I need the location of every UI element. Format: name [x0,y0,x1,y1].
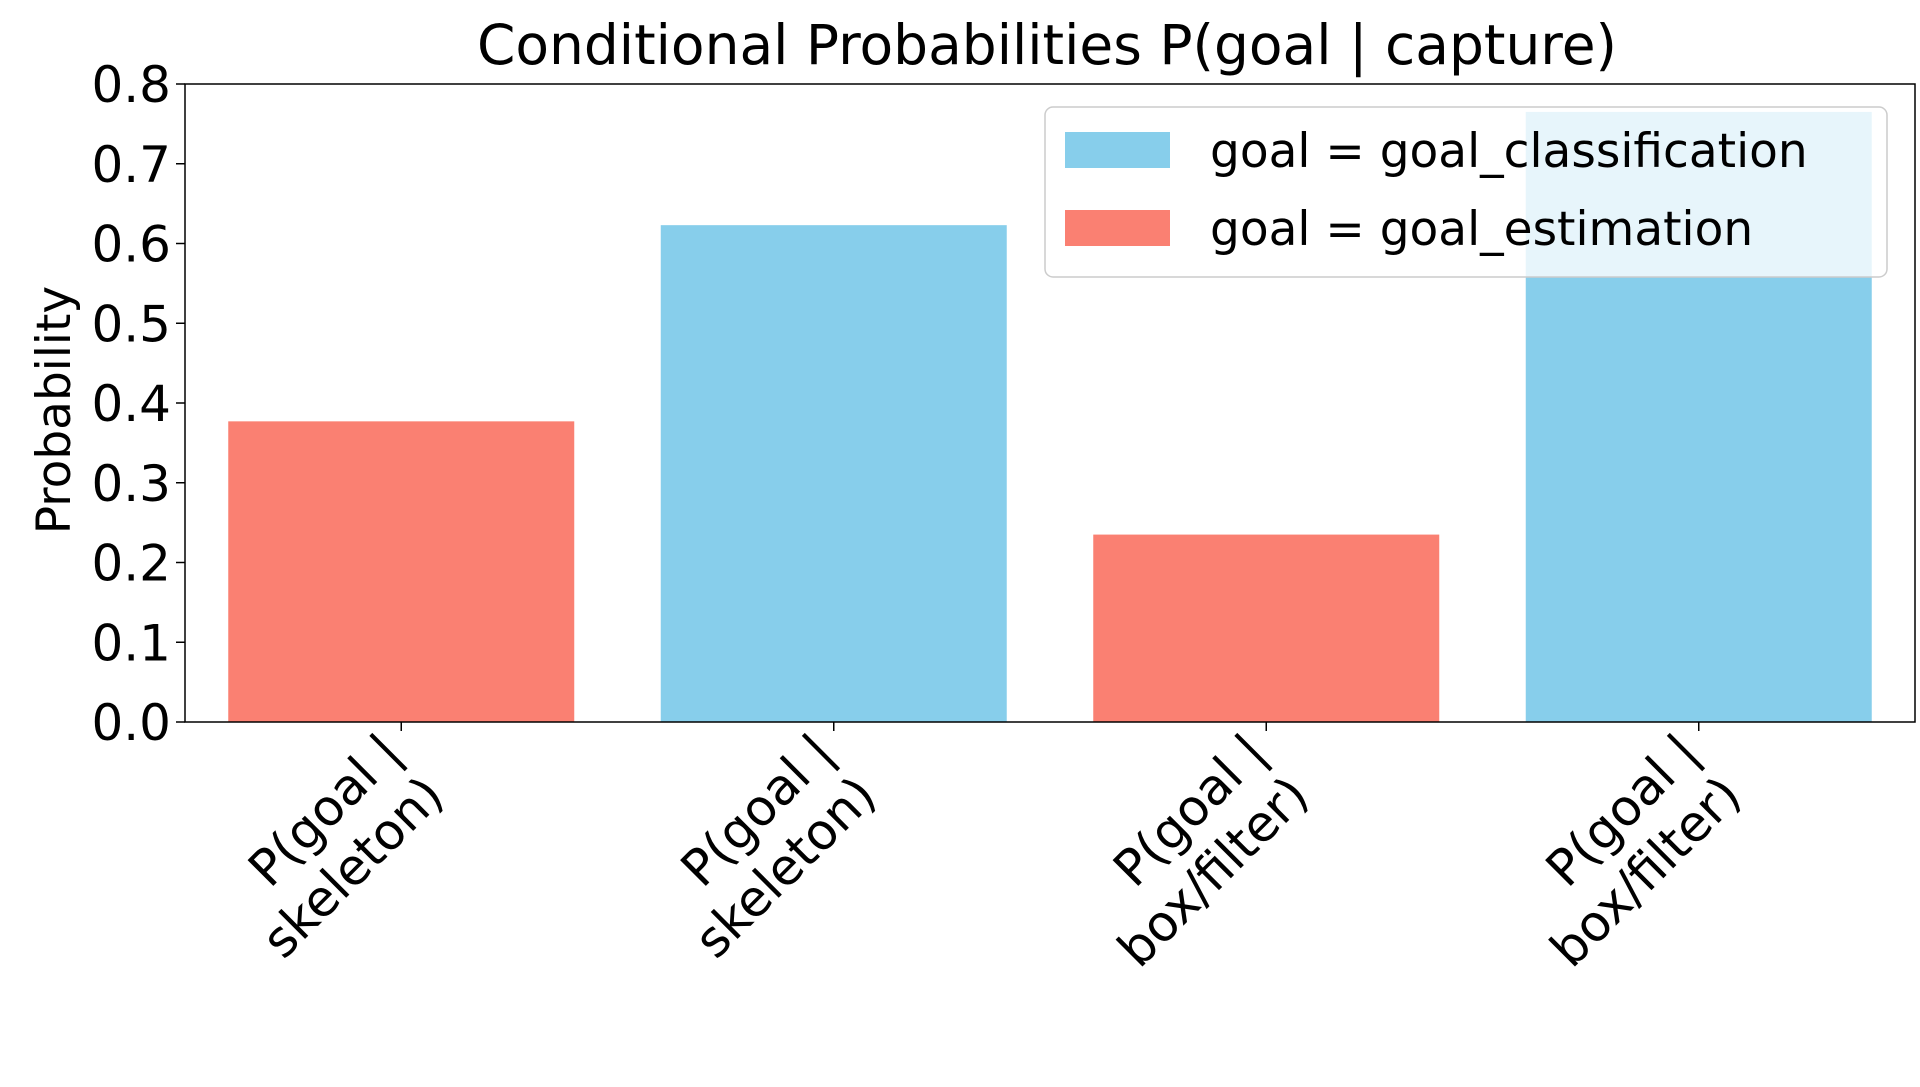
x-tick-label-text: P(goal |box/filter) [1497,723,1752,978]
legend-swatch [1065,132,1170,168]
x-tick-label: P(goal |skeleton) [641,723,887,969]
y-tick-label: 0.8 [91,56,171,114]
plot-frame [184,83,1916,723]
y-tick-label: 0.6 [91,216,171,274]
legend-label: goal = goal_classification [1210,124,1808,179]
y-tick-label: 0.3 [91,455,171,513]
x-axis: P(goal |skeleton) P(goal |skeleton) P(goal… [209,722,1752,978]
x-tick-label: P(goal |box/filter) [1064,723,1319,978]
x-tick-label-text: P(goal |skeleton) [641,723,887,969]
bar [660,225,1007,722]
y-axis: 0.0 0.1 0.2 0.3 0.4 0.5 0.6 0.7 0.8 [91,56,185,752]
y-tick-label: 0.1 [91,614,171,672]
y-tick-label: 0.7 [91,136,171,194]
chart-title: Conditional Probabilities P(goal | captu… [477,13,1617,78]
bar [1093,534,1440,722]
y-tick-label: 0.5 [91,295,171,353]
y-tick-label: 0.4 [91,375,171,433]
legend-label: goal = goal_estimation [1210,202,1753,257]
y-axis-label: Probability [27,286,82,534]
legend-swatch [1065,210,1170,246]
y-tick-label: 0.2 [91,535,171,593]
x-tick-label: P(goal |skeleton) [209,723,455,969]
x-tick-label-text: P(goal |skeleton) [209,723,455,969]
x-tick-label-text: P(goal |box/filter) [1064,723,1319,978]
bar [228,421,575,722]
legend-box [1044,106,1888,278]
y-tick-label: 0.0 [91,694,171,752]
x-tick-label: P(goal |box/filter) [1497,723,1752,978]
